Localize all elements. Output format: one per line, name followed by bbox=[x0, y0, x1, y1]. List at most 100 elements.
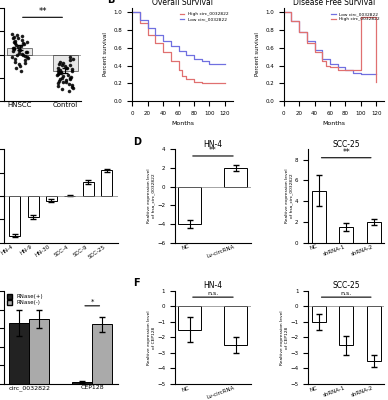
Point bbox=[59, 75, 65, 81]
Point bbox=[69, 84, 75, 90]
Point bbox=[70, 85, 76, 91]
Point bbox=[16, 50, 22, 56]
Point bbox=[55, 71, 62, 77]
Point bbox=[69, 66, 75, 73]
Bar bbox=[28, 196, 38, 217]
Point bbox=[13, 65, 19, 72]
Point bbox=[17, 47, 23, 53]
Point bbox=[66, 62, 73, 68]
Title: HN-4: HN-4 bbox=[203, 281, 222, 290]
Point bbox=[24, 54, 31, 60]
Point bbox=[66, 57, 73, 63]
Bar bbox=[7, 48, 32, 54]
Point bbox=[55, 80, 61, 86]
Title: Disease Free Survival: Disease Free Survival bbox=[293, 0, 375, 7]
Point bbox=[60, 73, 66, 79]
Bar bbox=[83, 182, 94, 196]
Point bbox=[59, 62, 65, 68]
Point bbox=[10, 48, 16, 54]
Point bbox=[13, 42, 19, 48]
Point bbox=[59, 86, 66, 93]
Bar bbox=[101, 170, 113, 196]
Text: D: D bbox=[133, 137, 141, 147]
Point bbox=[12, 40, 18, 46]
Point bbox=[16, 61, 22, 67]
Point bbox=[14, 32, 20, 38]
Point bbox=[22, 57, 28, 63]
Point bbox=[15, 44, 21, 50]
Point bbox=[57, 76, 63, 82]
Bar bbox=[53, 54, 78, 71]
Point bbox=[67, 76, 73, 82]
Point bbox=[68, 74, 74, 80]
Y-axis label: Realtive expression level
of hsa_circ_0032822: Realtive expression level of hsa_circ_00… bbox=[285, 169, 294, 223]
Point bbox=[11, 34, 17, 40]
Y-axis label: Percent survival: Percent survival bbox=[255, 32, 260, 76]
Point bbox=[69, 82, 75, 88]
Point bbox=[67, 54, 73, 60]
Point bbox=[23, 49, 29, 56]
Point bbox=[66, 88, 72, 94]
Point bbox=[55, 83, 61, 89]
Point bbox=[56, 70, 62, 76]
Point bbox=[12, 56, 18, 62]
Title: SCC-25: SCC-25 bbox=[333, 140, 360, 149]
Bar bbox=[178, 306, 201, 330]
Point bbox=[56, 61, 62, 67]
Point bbox=[57, 67, 63, 73]
Point bbox=[60, 60, 66, 66]
Point bbox=[21, 41, 27, 48]
Point bbox=[18, 68, 24, 74]
Point bbox=[11, 39, 17, 46]
Title: HN-4: HN-4 bbox=[203, 140, 222, 149]
Point bbox=[17, 63, 23, 69]
Point bbox=[69, 68, 75, 74]
Point bbox=[67, 75, 73, 81]
Legend: High circ_0032822, Low circ_0032822: High circ_0032822, Low circ_0032822 bbox=[178, 10, 230, 23]
Point bbox=[18, 50, 24, 57]
Point bbox=[60, 78, 66, 85]
Bar bbox=[224, 168, 248, 187]
Point bbox=[57, 58, 63, 65]
X-axis label: Months: Months bbox=[171, 121, 194, 126]
Point bbox=[65, 72, 71, 79]
Point bbox=[9, 54, 15, 60]
Legend: Low circ_0032822, High circ_0032822: Low circ_0032822, High circ_0032822 bbox=[330, 10, 382, 23]
Bar bbox=[29, 319, 49, 384]
Text: n.s.: n.s. bbox=[341, 291, 352, 296]
Bar bbox=[340, 306, 353, 345]
Point bbox=[19, 36, 25, 43]
Point bbox=[11, 46, 17, 52]
Bar bbox=[367, 306, 381, 361]
Point bbox=[54, 71, 60, 78]
Bar bbox=[367, 222, 381, 242]
Point bbox=[64, 64, 70, 71]
Point bbox=[9, 30, 16, 37]
Point bbox=[62, 77, 69, 83]
Point bbox=[54, 65, 61, 72]
Point bbox=[14, 51, 20, 58]
Y-axis label: Realtive expression level
of CEP128: Realtive expression level of CEP128 bbox=[147, 310, 156, 365]
Point bbox=[24, 55, 31, 62]
Point bbox=[21, 53, 28, 59]
Bar bbox=[312, 306, 326, 322]
Point bbox=[19, 33, 25, 39]
Point bbox=[22, 60, 28, 66]
Text: F: F bbox=[133, 278, 140, 288]
Point bbox=[12, 58, 18, 65]
Y-axis label: Realtive expression level
of hsa_circ_0032822: Realtive expression level of hsa_circ_00… bbox=[147, 169, 156, 223]
Text: B: B bbox=[107, 0, 114, 5]
Bar bbox=[9, 196, 20, 236]
Point bbox=[15, 35, 21, 42]
X-axis label: Months: Months bbox=[322, 121, 345, 126]
Point bbox=[56, 77, 62, 84]
Text: **: ** bbox=[38, 7, 47, 16]
Legend: RNase(+), RNase(-): RNase(+), RNase(-) bbox=[7, 294, 43, 306]
Point bbox=[58, 69, 64, 76]
Point bbox=[58, 70, 64, 76]
Bar bbox=[9, 322, 29, 384]
Point bbox=[55, 68, 61, 74]
Point bbox=[20, 52, 26, 59]
Point bbox=[11, 44, 17, 51]
Point bbox=[18, 43, 24, 49]
